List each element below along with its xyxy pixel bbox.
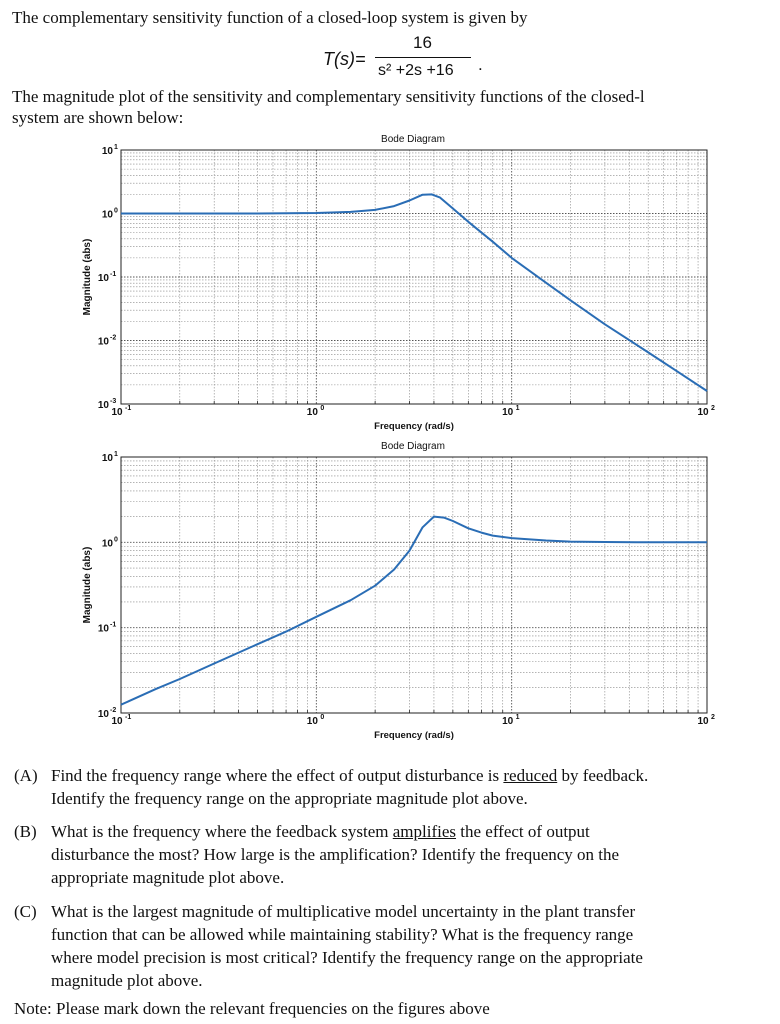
y-tick-exponent: -2 xyxy=(110,335,116,342)
x-tick-label: 10 xyxy=(697,716,709,727)
y-tick-exponent: 1 xyxy=(114,451,118,458)
x-tick-label: 10 xyxy=(111,716,123,727)
y-tick-label: 10 xyxy=(98,273,110,284)
x-tick-label: 10 xyxy=(697,407,709,418)
fraction-bar xyxy=(375,57,471,58)
x-tick-label: 10 xyxy=(111,407,123,418)
question-line: appropriate magnitude plot above. xyxy=(51,868,285,887)
equation-numerator: 16 xyxy=(413,33,432,52)
x-tick-exponent: 1 xyxy=(516,714,520,721)
equation-lhs: T(s)= xyxy=(323,49,366,69)
x-tick-label: 10 xyxy=(502,407,514,418)
y-tick-label: 10 xyxy=(98,400,110,411)
plot-frame xyxy=(120,456,708,714)
plot-frame xyxy=(120,149,708,405)
y-tick-label: 10 xyxy=(102,146,114,157)
x-axis-label: Frequency (rad/s) xyxy=(374,730,454,741)
y-tick-exponent: 0 xyxy=(114,208,118,215)
x-tick-label: 10 xyxy=(502,716,514,727)
y-axis-label: Magnitude (abs) xyxy=(82,239,93,316)
x-tick-exponent: 2 xyxy=(711,714,715,721)
y-tick-exponent: -1 xyxy=(110,622,116,629)
question-line: where model precision is most critical? … xyxy=(51,948,643,967)
x-tick-exponent: 0 xyxy=(320,405,324,412)
note: Note: Please mark down the relevant freq… xyxy=(14,999,490,1018)
question-label: (B) xyxy=(14,822,37,841)
x-tick-exponent: -1 xyxy=(125,714,131,721)
question-line: What is the largest magnitude of multipl… xyxy=(51,902,636,921)
equation-period: . xyxy=(478,55,483,74)
x-tick-label: 10 xyxy=(307,407,319,418)
x-tick-exponent: 2 xyxy=(711,405,715,412)
y-tick-exponent: -2 xyxy=(110,707,116,714)
question-label: (C) xyxy=(14,902,37,921)
x-tick-exponent: -1 xyxy=(125,405,131,412)
grid xyxy=(120,457,707,714)
y-tick-exponent: -3 xyxy=(110,398,116,405)
question-line: magnitude plot above. xyxy=(51,971,203,990)
series-line-1 xyxy=(120,515,707,706)
emphasized-word: reduced xyxy=(503,766,558,785)
bode-chart-1: Bode Diagram Frequency (rad/s) Magnitude (… xyxy=(82,134,715,432)
y-tick-label: 10 xyxy=(102,453,114,464)
y-tick-label: 10 xyxy=(98,624,110,635)
question-text: Find the frequency range where the effec… xyxy=(51,764,771,810)
question-line: What is the frequency where the feedback… xyxy=(51,822,590,841)
x-tick-label: 10 xyxy=(307,716,319,727)
x-tick-exponent: 1 xyxy=(516,405,520,412)
equation-denominator: s² +2s +16 xyxy=(378,62,454,79)
chart-title: Bode Diagram xyxy=(381,134,445,145)
x-tick-exponent: 0 xyxy=(320,714,324,721)
y-tick-label: 10 xyxy=(98,709,110,720)
bode-chart-2: Bode Diagram Frequency (rad/s) Magnitude (… xyxy=(82,441,715,741)
question-text: What is the frequency where the feedback… xyxy=(51,820,771,889)
y-tick-label: 10 xyxy=(102,538,114,549)
x-axis-label: Frequency (rad/s) xyxy=(374,421,454,432)
question-text: What is the largest magnitude of multipl… xyxy=(51,900,771,992)
intro-line-2: The magnitude plot of the sensitivity an… xyxy=(12,87,645,106)
y-tick-label: 10 xyxy=(98,337,110,348)
grid xyxy=(120,150,707,405)
question-line: Find the frequency range where the effec… xyxy=(51,766,649,785)
question-label: (A) xyxy=(14,766,38,785)
emphasized-word: amplifies xyxy=(392,822,457,841)
question-line: disturbance the most? How large is the a… xyxy=(51,845,620,864)
question-line: Identify the frequency range on the appr… xyxy=(51,789,528,808)
y-tick-exponent: 0 xyxy=(114,536,118,543)
y-axis-label: Magnitude (abs) xyxy=(82,547,93,624)
chart-title: Bode Diagram xyxy=(381,441,445,452)
intro-line-1: The complementary sensitivity function o… xyxy=(12,8,528,27)
intro-line-3: system are shown below: xyxy=(12,108,184,127)
y-tick-exponent: -1 xyxy=(110,271,116,278)
series-line-1 xyxy=(121,193,708,392)
y-tick-label: 10 xyxy=(102,210,114,221)
y-tick-exponent: 1 xyxy=(114,144,118,151)
question-line: function that can be allowed while maint… xyxy=(51,925,634,944)
